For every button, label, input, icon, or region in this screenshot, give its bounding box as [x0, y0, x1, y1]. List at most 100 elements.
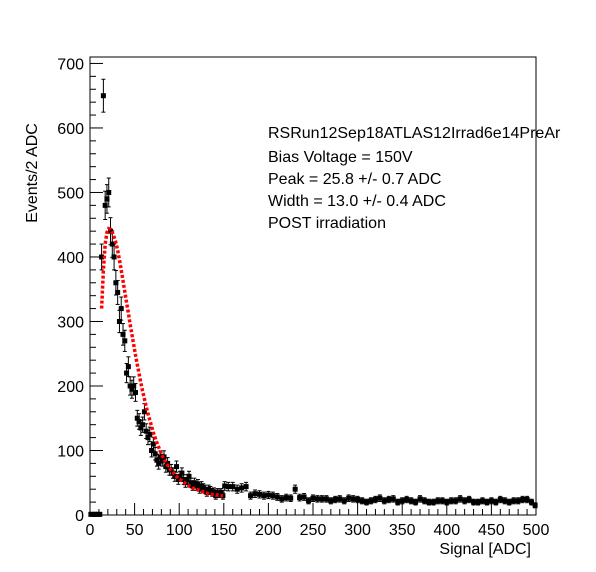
data-point — [319, 496, 325, 502]
data-point — [350, 496, 356, 502]
data-point — [230, 484, 236, 490]
data-point — [502, 498, 508, 504]
data-point — [417, 496, 423, 502]
data-point — [488, 498, 494, 504]
data-point — [484, 499, 490, 505]
data-point — [225, 484, 231, 490]
data-point — [175, 477, 181, 483]
data-point — [243, 484, 249, 490]
y-tick-label: 700 — [57, 56, 84, 73]
data-point — [179, 470, 185, 476]
data-point — [100, 93, 106, 99]
data-point — [195, 481, 201, 487]
data-point — [475, 499, 481, 505]
data-point — [529, 499, 535, 505]
y-tick-label: 600 — [57, 121, 84, 138]
data-point — [234, 486, 240, 492]
data-point — [132, 389, 138, 395]
data-point — [115, 289, 121, 295]
data-point — [134, 415, 140, 421]
data-point — [129, 386, 135, 392]
data-point — [457, 496, 463, 502]
data-point — [186, 473, 192, 479]
x-tick-label: 100 — [166, 522, 193, 539]
data-point — [106, 189, 112, 195]
data-point — [150, 441, 156, 447]
data-point — [113, 280, 119, 286]
data-point — [109, 241, 115, 247]
data-point — [111, 254, 117, 260]
fit-curve — [99, 226, 223, 498]
data-point — [159, 457, 165, 463]
data-point — [506, 499, 512, 505]
data-point — [174, 464, 180, 470]
data-point — [149, 447, 155, 453]
data-point — [152, 451, 158, 457]
data-point — [520, 497, 526, 503]
data-point — [116, 318, 122, 324]
data-point — [104, 196, 110, 202]
data-point — [413, 499, 419, 505]
data-point — [515, 498, 521, 504]
data-point — [511, 498, 517, 504]
data-point — [310, 495, 316, 501]
data-point — [466, 497, 472, 503]
data-point — [172, 473, 178, 479]
y-tick-label: 300 — [57, 314, 84, 331]
data-point — [408, 498, 414, 504]
data-point — [131, 383, 137, 389]
data-point — [125, 364, 131, 370]
data-point — [147, 431, 153, 437]
annotation-peak: Peak = 25.8 +/- 0.7 ADC — [268, 171, 441, 188]
data-point — [256, 491, 262, 497]
data-point — [136, 418, 142, 424]
data-point — [430, 499, 436, 505]
y-tick-label: 400 — [57, 250, 84, 267]
data-point — [108, 228, 114, 234]
data-point — [426, 499, 432, 505]
data-point — [288, 495, 294, 501]
data-point — [211, 489, 217, 495]
y-tick-label: 500 — [57, 185, 84, 202]
data-point — [127, 383, 133, 389]
y-tick-label: 0 — [75, 508, 84, 525]
data-point — [493, 499, 499, 505]
data-point — [102, 202, 108, 208]
data-point — [332, 497, 338, 503]
data-point — [283, 495, 289, 501]
data-point — [368, 498, 374, 504]
data-point — [274, 494, 280, 500]
data-point — [399, 498, 405, 504]
data-point — [122, 338, 128, 344]
data-point — [184, 477, 190, 483]
data-point — [138, 425, 144, 431]
y-axis-title: Events/2 ADC — [24, 123, 41, 223]
x-tick-label: 200 — [255, 522, 282, 539]
data-point — [479, 498, 485, 504]
data-point — [301, 494, 307, 500]
annotation-bias-voltage: Bias Voltage = 150V — [268, 149, 413, 166]
x-tick-label: 0 — [86, 522, 95, 539]
data-point — [154, 457, 160, 463]
data-point — [497, 497, 503, 503]
data-point — [270, 493, 276, 499]
data-point — [404, 497, 410, 503]
data-point — [439, 498, 445, 504]
data-point — [422, 498, 427, 504]
x-tick-label: 300 — [344, 522, 371, 539]
data-point — [157, 454, 163, 460]
data-point — [346, 495, 352, 501]
y-tick-label: 200 — [57, 379, 84, 396]
data-point — [471, 499, 477, 505]
data-point — [323, 496, 329, 502]
data-point — [220, 493, 226, 499]
data-point — [444, 499, 450, 505]
data-point — [118, 306, 124, 312]
data-point — [97, 511, 103, 517]
x-axis: 0 50 100 150 200 250 300 350 400 450 500 — [86, 503, 549, 539]
fit-line — [99, 226, 223, 498]
data-point — [390, 496, 396, 502]
data-point — [140, 422, 146, 428]
data-point — [163, 464, 169, 470]
data-point — [279, 496, 285, 502]
